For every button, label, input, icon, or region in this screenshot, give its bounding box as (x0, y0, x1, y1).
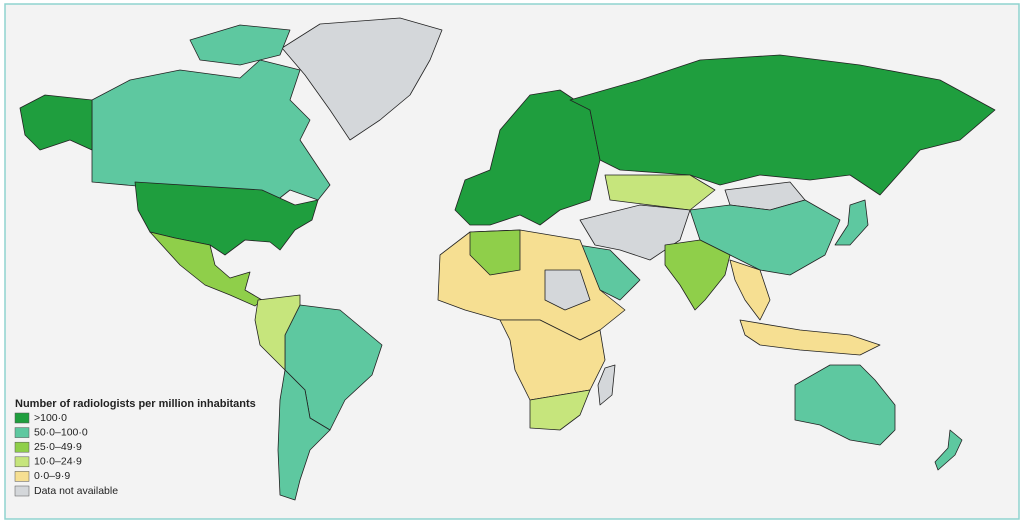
legend-label: >100·0 (34, 412, 67, 424)
legend-label: 10·0–24·9 (34, 456, 82, 468)
japan (834, 199, 869, 246)
legend-swatch (14, 441, 30, 453)
legend-label: 25·0–49·9 (34, 441, 82, 453)
legend-label: 50·0–100·0 (34, 426, 88, 438)
south-africa (529, 389, 591, 431)
russia (569, 54, 996, 196)
legend-swatch (14, 471, 30, 482)
new-zealand (934, 429, 963, 471)
legend-swatch (14, 456, 30, 468)
legend-title: Number of radiologists per million inhab… (15, 398, 256, 410)
argentina (277, 369, 331, 501)
australia (794, 364, 896, 446)
andes (254, 294, 301, 371)
legend-swatch (14, 485, 30, 497)
alaska (19, 94, 93, 151)
indonesia (739, 319, 881, 356)
mexico (149, 231, 263, 307)
se-asia (729, 259, 771, 321)
algeria (469, 229, 521, 276)
madagascar (597, 364, 616, 406)
legend-swatch (14, 412, 30, 424)
legend-label: Data not available (34, 485, 118, 497)
greenland (281, 17, 443, 141)
legend: Number of radiologists per million inhab… (14, 398, 256, 497)
legend-label: 0·0–9·9 (34, 470, 70, 482)
sudan (544, 269, 591, 311)
arctic-islands (189, 24, 291, 66)
legend-swatch (14, 427, 30, 438)
india (664, 239, 731, 311)
